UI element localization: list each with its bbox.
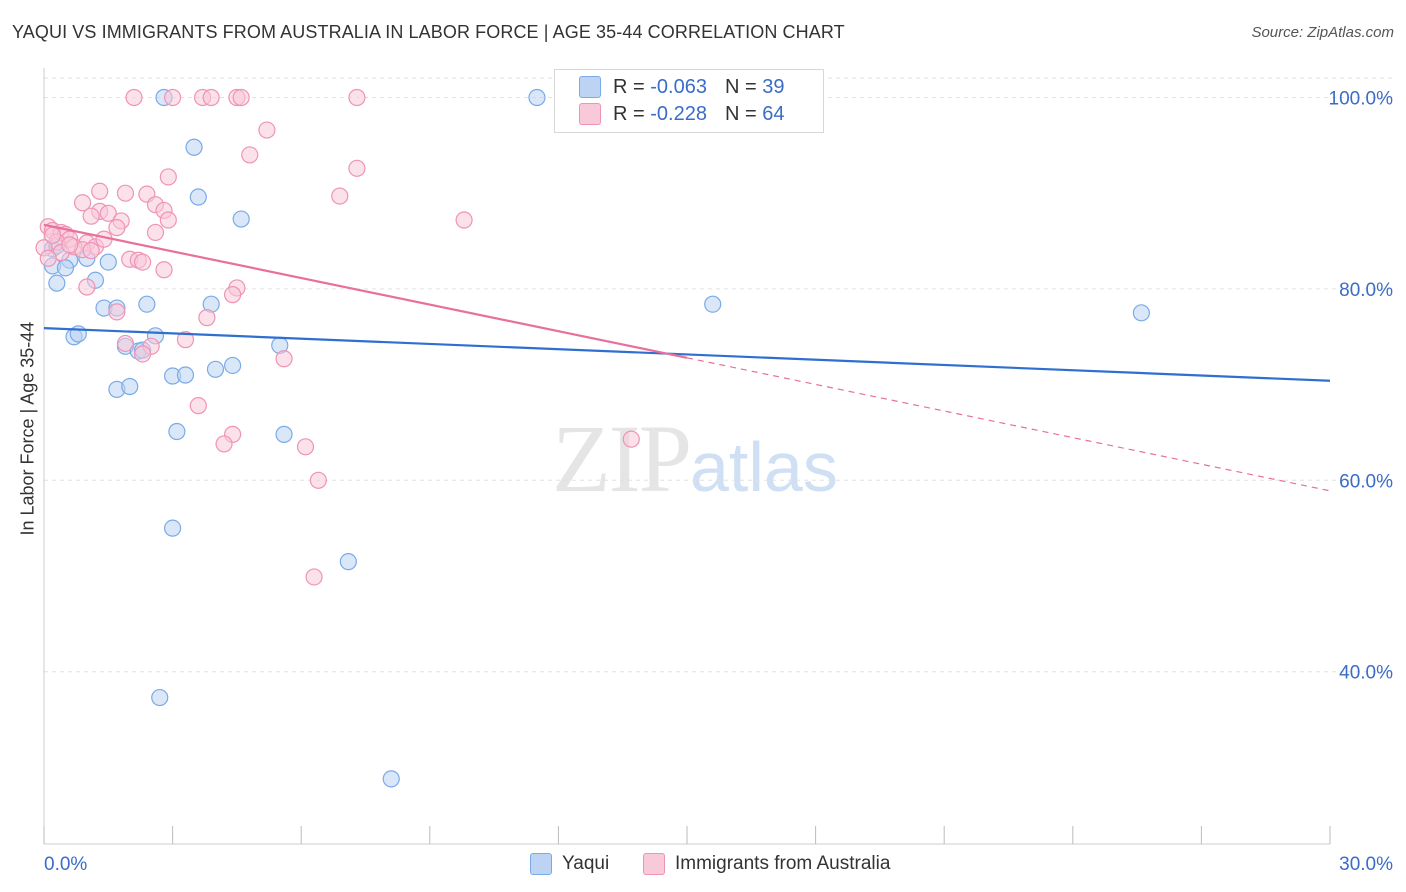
australia-point xyxy=(258,121,276,139)
yaqui-point xyxy=(189,188,207,206)
y-tick-label: 100.0% xyxy=(1329,89,1394,110)
legend-r-value: -0.228 xyxy=(650,102,707,125)
australia-point xyxy=(39,249,57,267)
y-tick-label: 80.0% xyxy=(1339,280,1393,301)
australia-point xyxy=(91,182,109,200)
australia-point xyxy=(189,397,207,415)
legend-swatch-pink xyxy=(579,103,601,125)
australia-point xyxy=(133,345,152,363)
australia-point xyxy=(99,204,117,222)
y-tick-label: 40.0% xyxy=(1339,663,1393,684)
legend-label-australia: Immigrants from Australia xyxy=(675,853,891,874)
yaqui-point xyxy=(121,377,139,396)
legend-r-label: R = xyxy=(613,102,645,125)
australia-point xyxy=(348,159,366,177)
watermark-zip: ZIP xyxy=(552,405,692,512)
australia-point xyxy=(159,211,177,229)
australia-trend-line xyxy=(43,223,688,359)
yaqui-point xyxy=(48,274,66,292)
australia-point xyxy=(275,350,293,368)
watermark: ZIPatlas xyxy=(552,403,838,514)
yaqui-point xyxy=(176,366,195,384)
australia-point xyxy=(215,435,233,453)
yaqui-point xyxy=(168,422,186,441)
legend-r-label: R = xyxy=(613,75,645,98)
australia-point xyxy=(198,309,216,327)
yaqui-point xyxy=(164,519,182,537)
australia-point xyxy=(43,226,62,244)
australia-point xyxy=(82,207,100,225)
australia-point xyxy=(125,88,143,107)
stats-legend: R = -0.063 N = 39 R = -0.228 N = 64 xyxy=(554,69,824,133)
yaqui-point xyxy=(1132,304,1150,322)
legend-n-label: N = xyxy=(724,75,757,98)
yaqui-point xyxy=(232,210,250,228)
australia-point xyxy=(146,223,165,242)
points-layer xyxy=(35,88,1150,788)
x-tick-label: 0.0% xyxy=(44,854,87,875)
australia-point xyxy=(348,88,366,107)
yaqui-point xyxy=(704,295,722,313)
legend-swatch-blue xyxy=(530,853,552,875)
australia-point xyxy=(155,261,173,279)
axis-layer xyxy=(43,68,1331,845)
australia-point xyxy=(108,219,126,237)
legend-swatch-pink xyxy=(643,853,665,875)
legend-r-value: -0.063 xyxy=(650,75,707,98)
yaqui-point xyxy=(185,138,203,156)
yaqui-point xyxy=(206,360,225,378)
y-axis-title: In Labor Force | Age 35-44 xyxy=(17,321,38,536)
chart-title: YAQUI VS IMMIGRANTS FROM AUSTRALIA IN LA… xyxy=(12,22,845,42)
australia-point xyxy=(116,334,135,353)
australia-point xyxy=(232,88,250,107)
yaqui-point xyxy=(382,770,400,788)
yaqui-point xyxy=(224,356,242,375)
australia-point xyxy=(176,331,195,349)
bottom-legend-yaqui: Yaqui xyxy=(530,852,609,876)
australia-point xyxy=(108,303,126,321)
tick-label-layer: 40.0% 60.0% 80.0% 100.0% 0.0% 30.0% xyxy=(44,89,1393,876)
australia-point xyxy=(202,88,220,107)
australia-point xyxy=(159,168,177,186)
legend-row-yaqui: R = -0.063 N = 39 xyxy=(579,75,784,99)
australia-point xyxy=(331,187,349,205)
australia-point xyxy=(622,430,640,448)
australia-point xyxy=(78,278,96,296)
australia-point xyxy=(305,568,323,586)
legend-row-australia: R = -0.228 N = 64 xyxy=(579,102,784,126)
yaqui-point xyxy=(56,259,75,277)
bottom-legend-australia: Immigrants from Australia xyxy=(643,852,890,876)
australia-point xyxy=(296,438,315,456)
australia-point xyxy=(455,211,473,229)
legend-n-value: 39 xyxy=(762,75,785,98)
yaqui-point xyxy=(138,295,156,313)
source-label: Source: ZipAtlas.com xyxy=(1251,24,1394,41)
legend-swatch-blue xyxy=(579,76,601,98)
yaqui-point xyxy=(339,553,357,571)
yaqui-point xyxy=(99,253,117,271)
legend-n-value: 64 xyxy=(762,102,785,125)
australia-point xyxy=(224,286,242,304)
yaqui-point xyxy=(528,88,546,107)
yaqui-point xyxy=(151,688,169,707)
watermark-atlas: atlas xyxy=(690,428,838,506)
australia-point xyxy=(133,253,152,271)
legend-n-label: N = xyxy=(724,102,757,125)
yaqui-point xyxy=(275,425,293,443)
australia-point xyxy=(164,88,182,107)
trend-layer xyxy=(43,223,1331,492)
australia-point xyxy=(116,184,135,202)
yaqui-trend-line xyxy=(43,327,1331,382)
y-tick-label: 60.0% xyxy=(1339,471,1393,492)
australia-point xyxy=(309,471,327,489)
x-tick-label: 30.0% xyxy=(1339,854,1393,875)
australia-point xyxy=(241,146,259,164)
australia-point xyxy=(73,194,92,212)
legend-label-yaqui: Yaqui xyxy=(562,853,610,874)
australia-point xyxy=(82,242,100,260)
australia-point xyxy=(61,236,79,254)
